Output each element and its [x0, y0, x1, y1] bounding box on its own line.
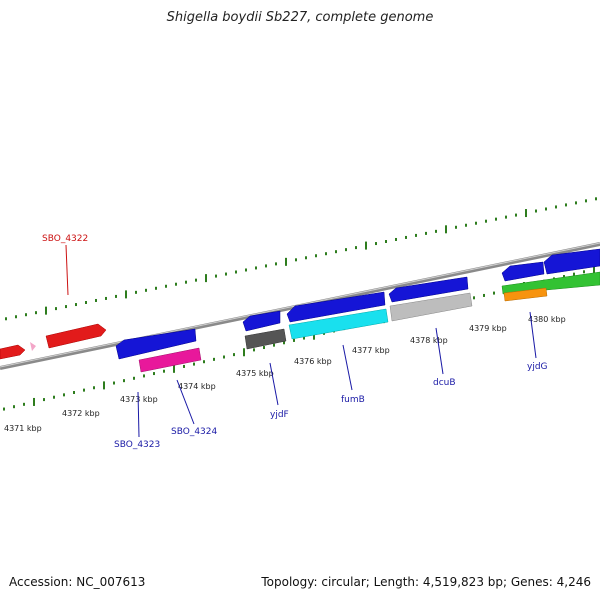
accession-text: Accession: NC_007613 [9, 575, 146, 589]
feature-yjdg-green [501, 271, 600, 295]
gene-label-sbo4324: SBO_4324 [171, 427, 217, 437]
scale-label: 4376 kbp [294, 357, 332, 366]
scale-labels: 4371 kbp 4372 kbp 4373 kbp 4374 kbp 4375 kbp… [4, 315, 566, 433]
map-title: Shigella boydii Sb227, complete genome [166, 10, 434, 25]
scale-label: 4377 kbp [352, 346, 390, 355]
feature-sbo4323 [115, 328, 197, 360]
leader-yjdg [529, 311, 537, 359]
gene-label-dcub: dcuB [433, 378, 456, 388]
scale-label: 4373 kbp [120, 395, 158, 404]
leader-sbo4324 [176, 379, 195, 425]
gene-label-sbo4322: SBO_4322 [42, 234, 88, 244]
feature-fumb [288, 308, 389, 340]
feature-sbo4324 [138, 347, 202, 373]
feature-yjdf [244, 328, 287, 350]
leader-yjdf [269, 362, 279, 406]
leader-dcub [435, 327, 444, 375]
feature-blue-yjdg-outer [501, 261, 545, 282]
feature-yjdg-orange [503, 287, 548, 302]
feature-sbo4322 [45, 323, 107, 349]
scale-label: 4379 kbp [469, 324, 507, 333]
scale-label: 4372 kbp [62, 409, 100, 418]
outer-tick-ring [5, 197, 597, 321]
scale-label: 4375 kbp [236, 369, 274, 378]
gene-label-yjdf: yjdF [270, 410, 289, 420]
leader-fumb [342, 344, 353, 391]
leader-sbo4322 [65, 244, 69, 296]
feature-blue-dcub-outer [388, 276, 469, 303]
feature-blue-yjdf-outer [242, 310, 281, 332]
gene-label-fumb: fumB [341, 395, 365, 405]
genome-summary-text: Topology: circular; Length: 4,519,823 bp… [261, 575, 591, 589]
feature-blue-right-outer [543, 248, 600, 275]
scale-label: 4380 kbp [528, 315, 566, 324]
scale-label: 4371 kbp [4, 424, 42, 433]
leader-sbo4323 [137, 391, 140, 438]
scale-label: 4378 kbp [410, 336, 448, 345]
feature-dcub [389, 292, 473, 322]
gene-label-yjdg: yjdG [527, 362, 548, 372]
feature-pink-small [30, 342, 36, 351]
gene-label-sbo4323: SBO_4323 [114, 440, 160, 450]
feature-red-left-outer [0, 344, 26, 360]
feature-blue-fumb-outer [286, 291, 386, 323]
scale-label: 4374 kbp [178, 382, 216, 391]
